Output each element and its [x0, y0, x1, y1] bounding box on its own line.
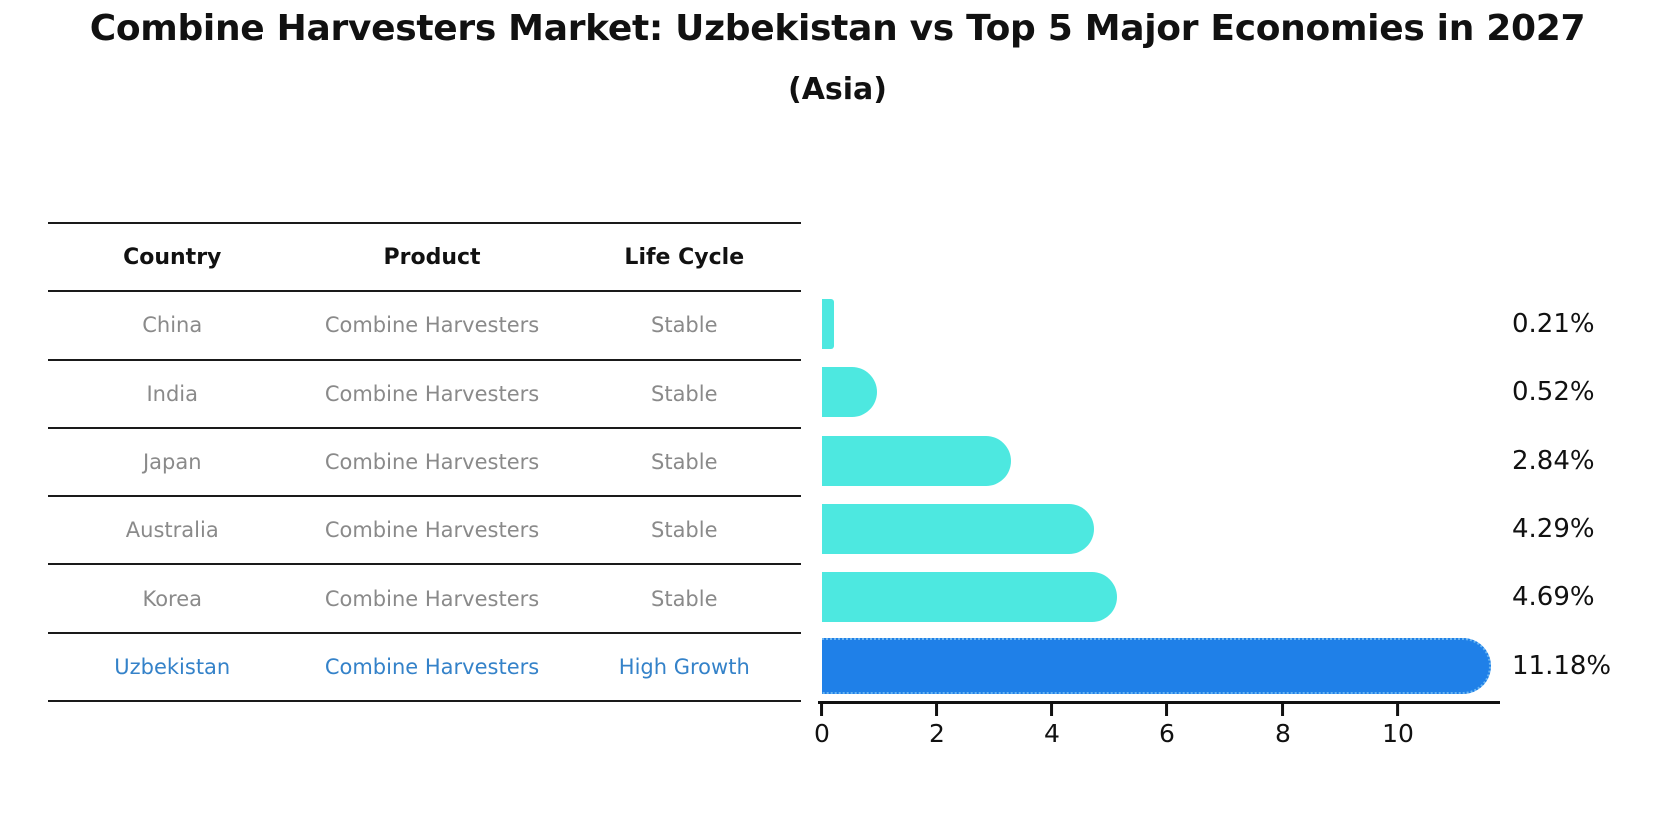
bar-uzbekistan — [822, 637, 1491, 694]
value-labels: 0.21% 0.52% 2.84% 4.29% 4.69% 11.18% — [1512, 290, 1611, 700]
bar-plot-area — [822, 290, 1491, 700]
value-label-india: 0.52% — [1512, 377, 1595, 408]
cell-life-cycle: Stable — [651, 586, 718, 611]
chart-title: Combine Harvesters Market: Uzbekistan vs… — [89, 8, 1586, 49]
table-row-japan: Japan Combine Harvesters Stable — [48, 426, 801, 495]
x-tick-6: 6 — [1159, 704, 1175, 748]
table-header-row: Country Product Life Cycle — [48, 222, 801, 290]
cell-product: Combine Harvesters — [324, 518, 540, 543]
x-axis: 0 2 4 6 8 10 — [814, 701, 1500, 761]
table-row-china: China Combine Harvesters Stable — [48, 290, 801, 358]
table-row-india: India Combine Harvesters Stable — [48, 358, 801, 427]
cell-product: Combine Harvesters — [324, 586, 540, 611]
column-header-life-cycle: Life Cycle — [624, 244, 745, 270]
cell-product: Combine Harvesters — [324, 381, 540, 406]
cell-country: Japan — [142, 450, 202, 475]
cell-product: Combine Harvesters — [324, 654, 540, 679]
value-label-australia: 4.29% — [1512, 514, 1595, 545]
cell-life-cycle: Stable — [651, 381, 718, 406]
x-tick-label: 8 — [1275, 719, 1291, 748]
value-label-japan: 2.84% — [1512, 445, 1595, 476]
bar-korea — [822, 572, 1117, 623]
table-row-australia: Australia Combine Harvesters Stable — [48, 495, 801, 563]
x-tick-label: 2 — [929, 719, 945, 748]
cell-country: India — [146, 381, 199, 406]
cell-country: China — [142, 313, 203, 338]
x-tick-label: 10 — [1382, 719, 1414, 748]
cell-country: Australia — [125, 518, 219, 543]
cell-country: Korea — [142, 586, 203, 611]
cell-life-cycle: Stable — [651, 313, 718, 338]
cell-country: Uzbekistan — [114, 654, 231, 679]
value-label-korea: 4.69% — [1512, 582, 1595, 613]
chart-subtitle: (Asia) — [787, 72, 888, 107]
x-tick-8: 8 — [1275, 704, 1291, 748]
cell-product: Combine Harvesters — [324, 313, 540, 338]
x-tick-0: 0 — [814, 704, 830, 748]
cell-life-cycle: Stable — [651, 518, 718, 543]
x-tick-label: 4 — [1044, 719, 1060, 748]
x-tick-label: 0 — [814, 719, 830, 748]
x-tick-label: 6 — [1159, 719, 1175, 748]
bar-india — [822, 367, 877, 418]
x-tick-10: 10 — [1382, 704, 1414, 748]
table-row-korea: Korea Combine Harvesters Stable — [48, 563, 801, 631]
cell-life-cycle: High Growth — [618, 654, 750, 679]
table-row-uzbekistan: Uzbekistan Combine Harvesters High Growt… — [48, 631, 801, 700]
column-header-product: Product — [383, 244, 481, 270]
value-label-uzbekistan: 11.18% — [1512, 650, 1612, 681]
bar-japan — [822, 435, 1011, 486]
cell-life-cycle: Stable — [651, 450, 718, 475]
country-table: Country Product Life Cycle China Combine… — [48, 222, 801, 703]
column-header-country: Country — [123, 244, 222, 270]
cell-product: Combine Harvesters — [324, 450, 540, 475]
x-tick-4: 4 — [1044, 704, 1060, 748]
bar-australia — [822, 504, 1094, 555]
value-label-china: 0.21% — [1512, 309, 1595, 340]
x-tick-2: 2 — [929, 704, 945, 748]
x-axis-line — [818, 701, 1500, 704]
bar-china — [822, 299, 834, 350]
